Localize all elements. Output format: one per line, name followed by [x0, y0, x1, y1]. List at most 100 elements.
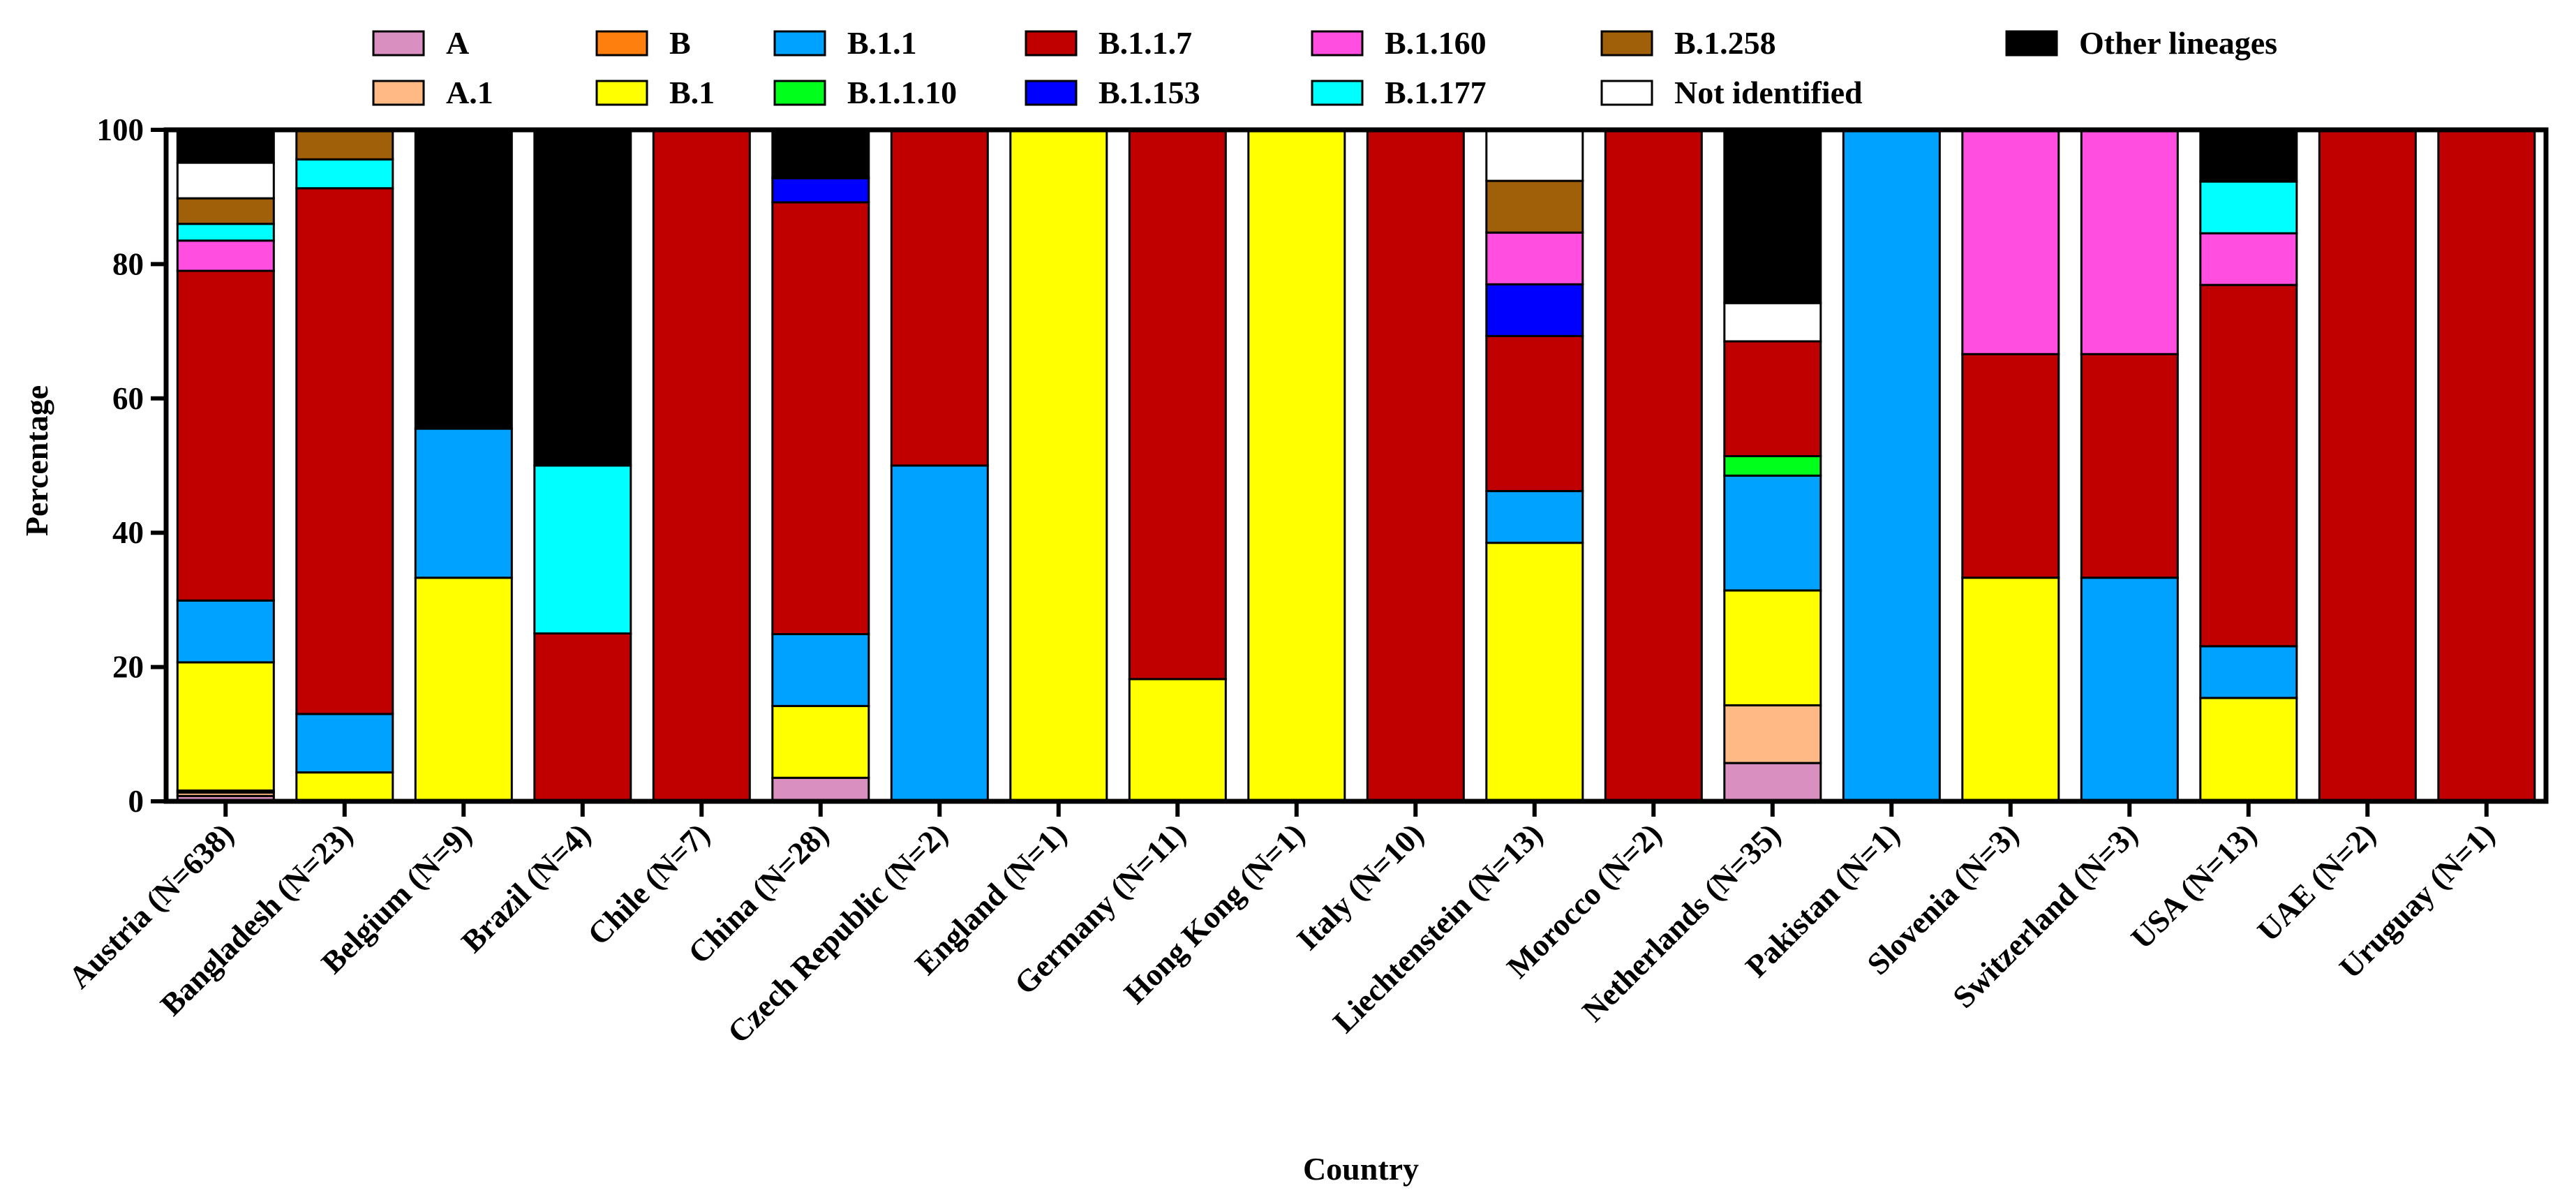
bar-brazil-n-4-other-lineages	[533, 128, 632, 467]
bar-china-n-28-b-1-153	[771, 177, 870, 204]
bar-netherlands-n-35-a-1	[1723, 704, 1822, 764]
x-tick-label-uae-n-2: UAE (N=2)	[2251, 817, 2383, 949]
bar-bangladesh-n-23-b-1-177	[295, 158, 394, 190]
legend-label-a: A	[446, 25, 469, 61]
bar-germany-n-11-b-1	[1128, 678, 1227, 803]
bar-bangladesh-n-23-b-1-1	[295, 713, 394, 774]
bar-liechtenstein-n-13-b-1-258	[1485, 179, 1584, 234]
legend-label-b-1-1-10: B.1.1.10	[847, 75, 957, 110]
bar-brazil-n-4-b-1-177	[533, 464, 632, 634]
bar-usa-n-13-b-1-160	[2199, 232, 2298, 286]
legend-label-b-1: B.1	[669, 75, 715, 110]
bar-china-n-28-b-1-1-7	[771, 201, 870, 635]
legend-label-a-1: A.1	[446, 75, 493, 110]
bar-usa-n-13-other-lineages	[2199, 128, 2298, 183]
bar-austria-n-638-b-1-1	[176, 599, 275, 664]
y-tick-label: 20	[112, 650, 144, 685]
axes	[151, 127, 2549, 817]
plot-frame	[163, 127, 2549, 804]
legend-swatch-b-1-1-10	[773, 80, 826, 106]
legend-swatch-a	[372, 30, 425, 57]
bar-italy-n-10-b-1-1-7	[1366, 128, 1465, 803]
y-tick-label: 80	[112, 246, 144, 281]
bar-china-n-28-b-1	[771, 704, 870, 779]
y-tick-label: 40	[112, 515, 144, 550]
bar-bangladesh-n-23-b-1-1-7	[295, 187, 394, 715]
bar-netherlands-n-35-b-1-1	[1723, 474, 1822, 592]
bar-china-n-28-a	[771, 776, 870, 803]
bar-austria-n-638-b-1	[176, 661, 275, 792]
y-tick-label: 100	[97, 112, 144, 147]
bar-usa-n-13-b-1-1	[2199, 645, 2298, 699]
bar-liechtenstein-n-13-not-identified	[1485, 128, 1584, 182]
legend: A A.1 B B.1 B.1.1 B.1.1.10 B.1.1.7 B.1.153 B.1.1…	[372, 25, 2277, 110]
bar-usa-n-13-b-1	[2199, 697, 2298, 803]
bar-czech-republic-n-2-b-1-1-7	[890, 128, 989, 467]
legend-swatch-b	[595, 30, 648, 57]
legend-swatch-b-1-153	[1025, 80, 1078, 106]
legend-swatch-b-1-1	[773, 30, 826, 57]
bar-chile-n-7-b-1-1-7	[652, 128, 751, 803]
bar-liechtenstein-n-13-b-1-153	[1485, 283, 1584, 337]
bar-china-n-28-other-lineages	[771, 128, 870, 179]
bar-liechtenstein-n-13-b-1-1	[1485, 490, 1584, 544]
bar-uae-n-2-b-1-1-7	[2318, 128, 2417, 803]
bar-hong-kong-n-1-b-1	[1247, 128, 1346, 803]
bar-bangladesh-n-23-b-1	[295, 771, 394, 803]
bar-belgium-n-9-b-1	[414, 577, 513, 803]
bar-slovenia-n-3-b-1	[1961, 577, 2060, 803]
y-tick-label: 0	[128, 784, 144, 819]
x-axis-title: Country	[1303, 1151, 1419, 1187]
bar-liechtenstein-n-13-b-1-1-7	[1485, 334, 1584, 492]
bar-england-n-1-b-1	[1009, 128, 1108, 803]
bar-austria-n-638-b-1-258	[176, 197, 275, 225]
bar-brazil-n-4-b-1-1-7	[533, 632, 632, 803]
bar-austria-n-638-not-identified	[176, 161, 275, 200]
x-tick-label-brazil-n-4: Brazil (N=4)	[454, 817, 597, 960]
bar-netherlands-n-35-b-1	[1723, 589, 1822, 706]
bar-netherlands-n-35-b-1-1-7	[1723, 340, 1822, 457]
legend-label-other-lineages: Other lineages	[2079, 25, 2277, 61]
bar-switzerland-n-3-b-1-160	[2080, 128, 2179, 355]
bar-netherlands-n-35-a	[1723, 762, 1822, 803]
legend-swatch-b-1-177	[1311, 80, 1364, 106]
bar-austria-n-638-b-1-160	[176, 239, 275, 272]
legend-label-b-1-1-7: B.1.1.7	[1099, 25, 1192, 61]
legend-label-not-identified: Not identified	[1674, 75, 1863, 110]
x-tick-label-usa-n-13: USA (N=13)	[2124, 817, 2263, 956]
bar-germany-n-11-b-1-1-7	[1128, 128, 1227, 681]
bar-belgium-n-9-other-lineages	[414, 128, 513, 430]
bar-liechtenstein-n-13-b-1	[1485, 542, 1584, 803]
legend-swatch-b-1-1-7	[1025, 30, 1078, 57]
bar-austria-n-638-other-lineages	[176, 128, 275, 164]
bar-bangladesh-n-23-b-1-258	[295, 128, 394, 161]
legend-label-b-1-160: B.1.160	[1385, 25, 1487, 61]
bar-uruguay-n-1-b-1-1-7	[2437, 128, 2536, 803]
bar-austria-n-638-b-1-177	[176, 223, 275, 242]
legend-label-b-1-258: B.1.258	[1674, 25, 1776, 61]
bar-netherlands-n-35-not-identified	[1723, 302, 1822, 343]
bar-usa-n-13-b-1-1-7	[2199, 283, 2298, 648]
bar-liechtenstein-n-13-b-1-160	[1485, 231, 1584, 285]
bar-china-n-28-b-1-1	[771, 633, 870, 707]
x-tick-label-liechtenstein-n-13: Liechtenstein (N=13)	[1326, 817, 1549, 1040]
bar-pakistan-n-1-b-1-1	[1842, 128, 1941, 803]
bar-austria-n-638-b-1-1-7	[176, 269, 275, 602]
bar-netherlands-n-35-b-1-1-10	[1723, 455, 1822, 477]
x-tick-labels: Austria (N=638)Bangladesh (N=23)Belgium …	[61, 817, 2501, 1051]
legend-swatch-b-1	[595, 80, 648, 106]
y-tick-labels: 0 20 40 60 80 100	[97, 112, 144, 819]
bar-netherlands-n-35-other-lineages	[1723, 128, 1822, 304]
y-axis-title: Percentage	[19, 385, 54, 536]
legend-label-b: B	[669, 25, 691, 61]
y-tick-label: 60	[112, 381, 144, 416]
legend-swatch-not-identified	[1600, 80, 1653, 106]
legend-label-b-1-153: B.1.153	[1099, 75, 1200, 110]
legend-label-b-1-177: B.1.177	[1385, 75, 1487, 110]
bar-usa-n-13-b-1-177	[2199, 180, 2298, 235]
legend-swatch-b-1-160	[1311, 30, 1364, 57]
legend-swatch-b-1-258	[1600, 30, 1653, 57]
legend-label-b-1-1: B.1.1	[847, 25, 917, 61]
